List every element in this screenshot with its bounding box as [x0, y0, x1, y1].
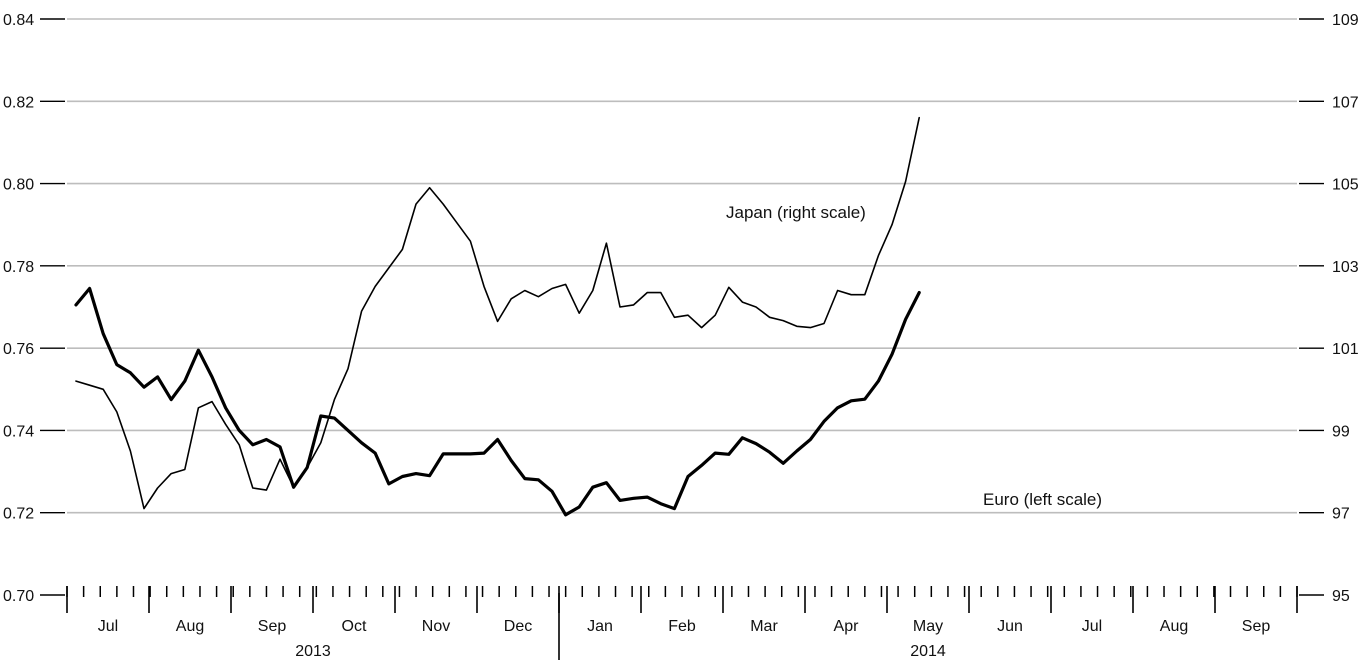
left-tick-label: 0.74: [3, 423, 34, 440]
right-tick-label: 101: [1332, 341, 1359, 358]
month-label: Nov: [422, 618, 450, 635]
month-label: Feb: [668, 618, 696, 635]
month-label: Sep: [1242, 618, 1271, 635]
month-label: Oct: [342, 618, 367, 635]
left-tick-label: 0.78: [3, 259, 34, 276]
right-tick-label: 107: [1332, 94, 1359, 111]
right-tick-label: 97: [1332, 506, 1350, 523]
euro-series-label: Euro (left scale): [983, 490, 1102, 509]
series-lines: [74, 116, 921, 517]
right-tick-label: 99: [1332, 423, 1350, 440]
left-tick-label: 0.70: [3, 588, 34, 605]
year-label: 2013: [295, 643, 331, 660]
month-label: Jun: [997, 618, 1023, 635]
right-tick-label: 95: [1332, 588, 1350, 605]
right-tick-label: 105: [1332, 177, 1359, 194]
axes: 0.70 95 0.72 97 0.74 99 0.76 101 0.78 103 0.80 105 0…: [3, 12, 1359, 660]
month-label: Aug: [1160, 618, 1188, 635]
month-label: Aug: [176, 618, 204, 635]
month-label: Jan: [587, 618, 613, 635]
left-tick-label: 0.84: [3, 12, 34, 29]
month-label: Mar: [750, 618, 778, 635]
annotations: Japan (right scale) Euro (left scale): [726, 203, 1102, 509]
left-tick-label: 0.82: [3, 94, 34, 111]
euro-series-line: [74, 286, 921, 517]
left-tick-label: 0.72: [3, 506, 34, 523]
month-label: Jul: [98, 618, 118, 635]
month-label: Sep: [258, 618, 287, 635]
left-tick-label: 0.76: [3, 341, 34, 358]
month-label: Jul: [1082, 618, 1102, 635]
right-tick-label: 103: [1332, 259, 1359, 276]
year-label: 2014: [910, 643, 946, 660]
left-tick-label: 0.80: [3, 177, 34, 194]
japan-series-label: Japan (right scale): [726, 203, 866, 222]
japan-series-line: [75, 116, 921, 510]
right-tick-label: 109: [1332, 12, 1359, 29]
month-label: Apr: [834, 618, 860, 635]
month-label: Dec: [504, 618, 532, 635]
gridlines: [67, 18, 1297, 514]
month-label: May: [913, 618, 943, 635]
